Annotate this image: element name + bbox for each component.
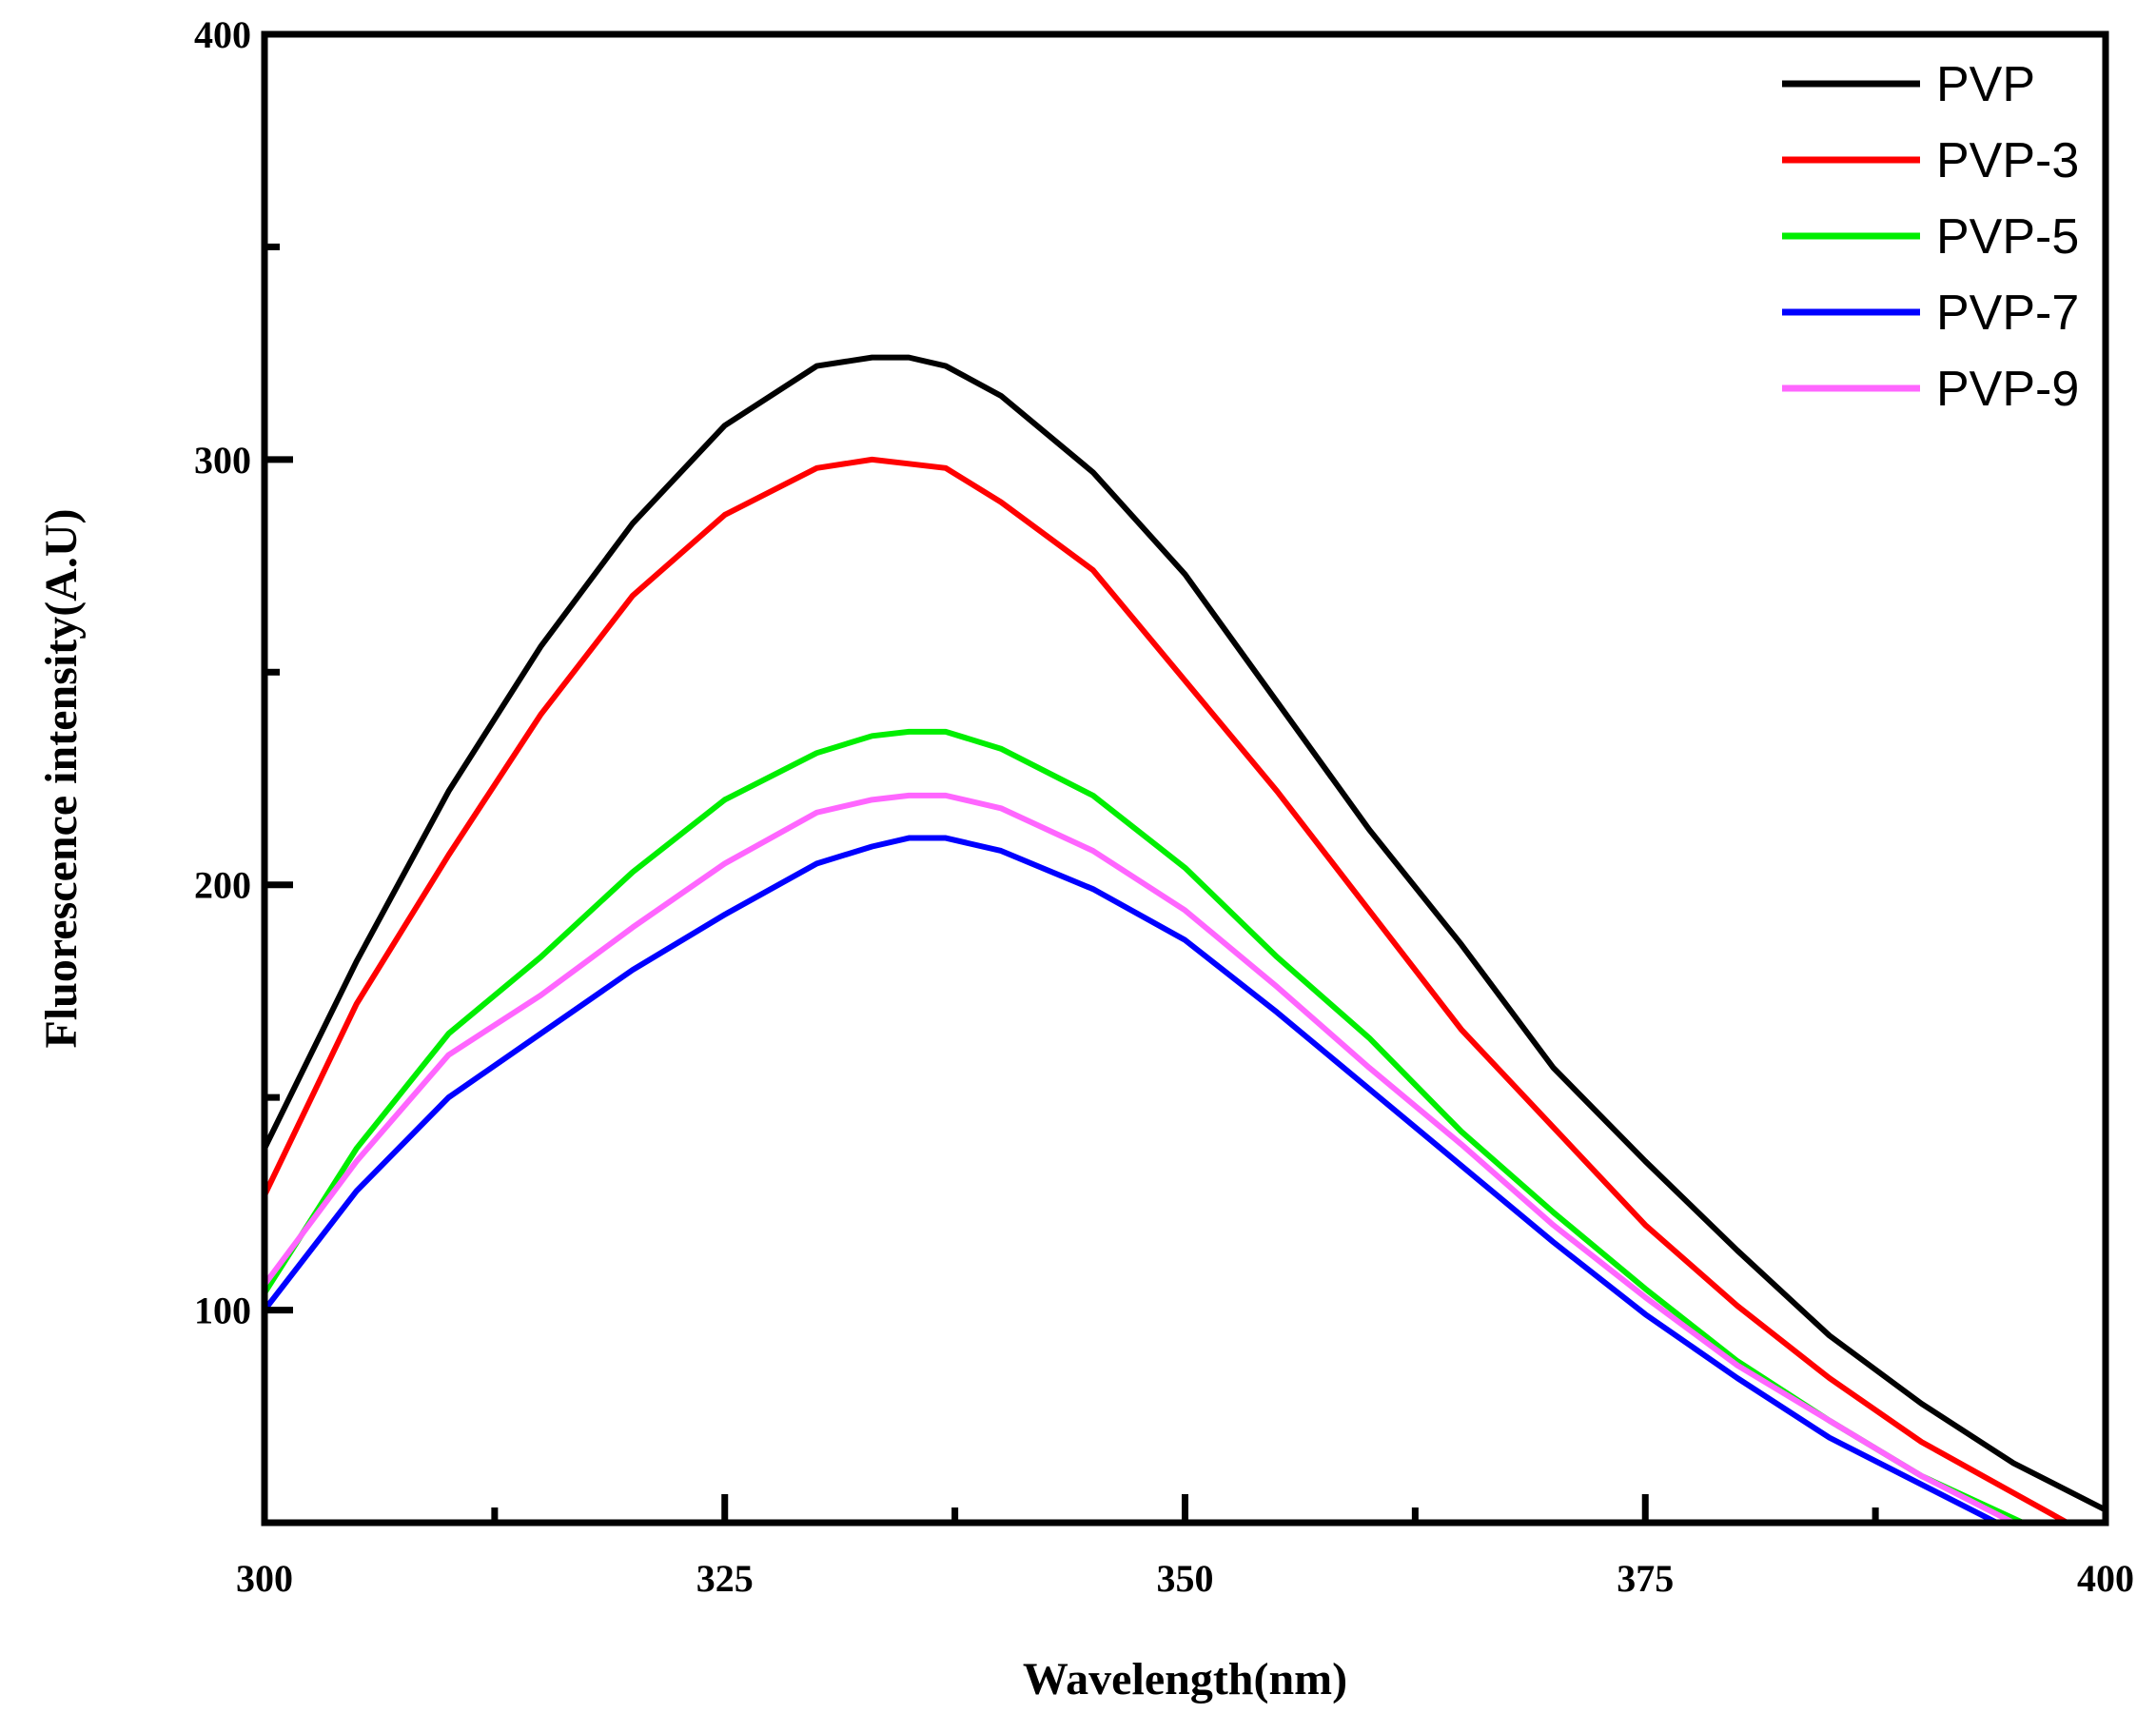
- legend: PVP PVP-3 PVP-5 PVP-7 PVP-9: [1782, 57, 2079, 417]
- series-line-pvp-9: [265, 792, 2021, 1523]
- x-tick-label: 400: [2077, 1557, 2134, 1600]
- plot-frame: [261, 30, 2109, 1527]
- series-group: [265, 354, 2106, 1523]
- legend-label-pvp-9: PVP-9: [1936, 362, 2079, 417]
- series-line-pvp-7: [265, 835, 2004, 1523]
- x-tick-label: 350: [1157, 1557, 1214, 1600]
- series-line-pvp: [265, 354, 2106, 1513]
- x-tick-label: 300: [236, 1557, 293, 1600]
- axis-ticks: 300 325 350 375 400 100 200 300 400: [194, 13, 2134, 1600]
- y-tick-label: 100: [194, 1290, 251, 1332]
- y-tick-label: 400: [194, 13, 251, 56]
- legend-label-pvp-3: PVP-3: [1936, 133, 2079, 188]
- y-tick-label: 300: [194, 439, 251, 482]
- y-axis-title: Fluorescence intensity(A.U): [36, 509, 87, 1049]
- legend-label-pvp-7: PVP-7: [1936, 286, 2079, 341]
- x-tick-label: 325: [696, 1557, 754, 1600]
- legend-label-pvp-5: PVP-5: [1936, 209, 2079, 265]
- legend-label-pvp: PVP: [1936, 57, 2035, 112]
- x-axis-title: Wavelength(nm): [1023, 1654, 1347, 1704]
- x-tick-label: 375: [1617, 1557, 1674, 1600]
- series-line-pvp-3: [265, 456, 2073, 1523]
- y-tick-label: 200: [194, 864, 251, 907]
